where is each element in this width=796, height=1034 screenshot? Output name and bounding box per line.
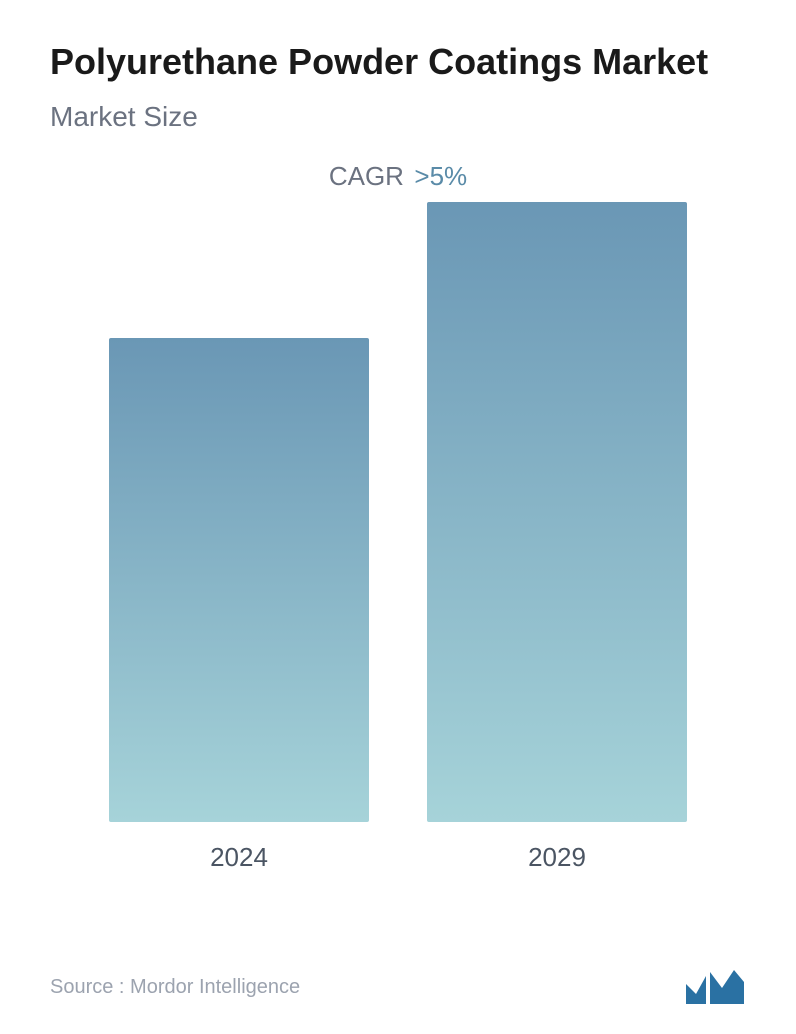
subtitle: Market Size — [50, 101, 746, 133]
bar-chart — [50, 202, 746, 822]
bar-1 — [427, 202, 687, 822]
page-title: Polyurethane Powder Coatings Market — [50, 40, 746, 83]
cagr-row: CAGR >5% — [50, 161, 746, 192]
bar-group-0 — [109, 338, 369, 822]
x-label-0: 2024 — [109, 842, 369, 873]
footer: Source : Mordor Intelligence — [50, 968, 746, 1006]
x-label-1: 2029 — [427, 842, 687, 873]
cagr-value: >5% — [414, 161, 467, 191]
bar-group-1 — [427, 202, 687, 822]
cagr-label: CAGR — [329, 161, 404, 191]
source-text: Source : Mordor Intelligence — [50, 976, 300, 999]
brand-logo-icon — [684, 968, 746, 1006]
bar-0 — [109, 338, 369, 822]
x-axis-labels: 2024 2029 — [50, 822, 746, 873]
